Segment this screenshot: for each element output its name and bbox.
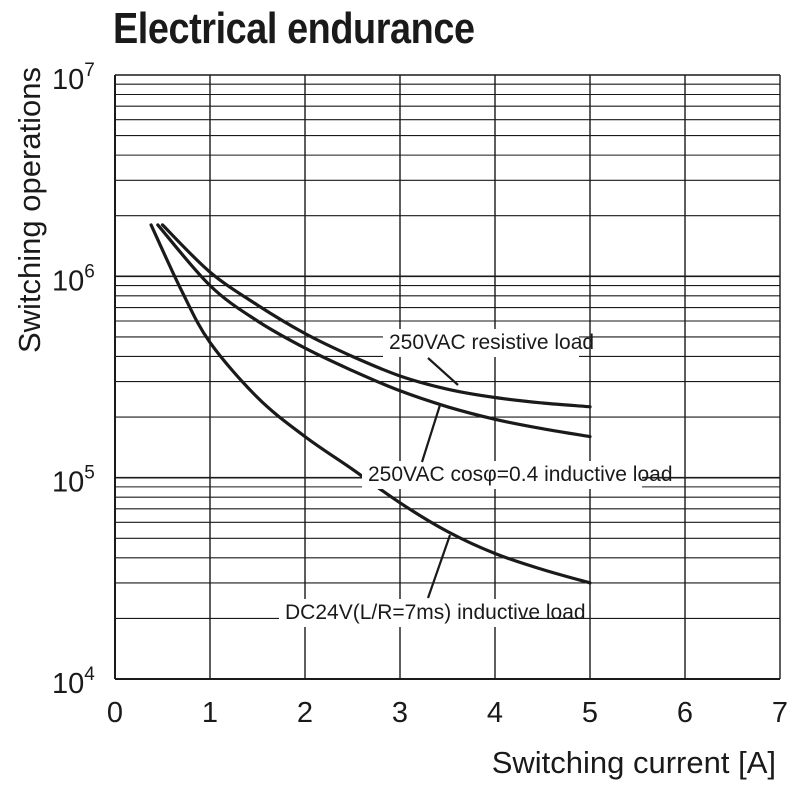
series-line-ac-inductive [156,223,592,439]
axes [114,74,781,680]
annotation-resistive: 250VAC resistive load [389,331,594,354]
y-tick-label: 104 [52,664,95,700]
annotation-resistive-bg [383,329,579,357]
annotation-dc-inductive: DC24V(L/R=7ms) inductive load [285,601,586,624]
annotation-dc-inductive-bg [279,599,519,627]
x-tick-label: 4 [487,697,503,729]
x-axis-label: Switching current [A] [492,745,776,780]
series-lines [149,223,592,585]
y-tick-label: 107 [52,60,95,96]
x-tick-label: 5 [582,697,598,729]
series-line-dc-inductive [149,223,592,585]
annotation-ac-inductive-bg [362,461,642,489]
x-tick-label: 3 [392,697,408,729]
annotation-resistive-leader [427,357,459,386]
series-line-resistive [160,223,592,409]
x-tick-label: 1 [202,697,218,729]
tick-labels: 0 1 2 3 4 5 6 7 104 105 106 107 [52,60,788,729]
y-axis-label: Switching operations [12,67,47,353]
annotation-ac-inductive: 250VAC cosφ=0.4 inductive load [368,463,673,486]
annotation-dc-inductive-leader [426,534,452,599]
chart-title: Electrical endurance [113,4,475,53]
annotation-ac-inductive-leader [420,404,442,463]
x-tick-label: 7 [772,697,788,729]
x-tick-label: 0 [107,697,123,729]
x-tick-label: 6 [677,697,693,729]
y-tick-label: 106 [52,261,95,297]
annotations: 250VAC resistive load 250VAC cosφ=0.4 ind… [279,329,673,627]
x-tick-label: 2 [297,697,313,729]
y-tick-label: 105 [52,463,95,499]
